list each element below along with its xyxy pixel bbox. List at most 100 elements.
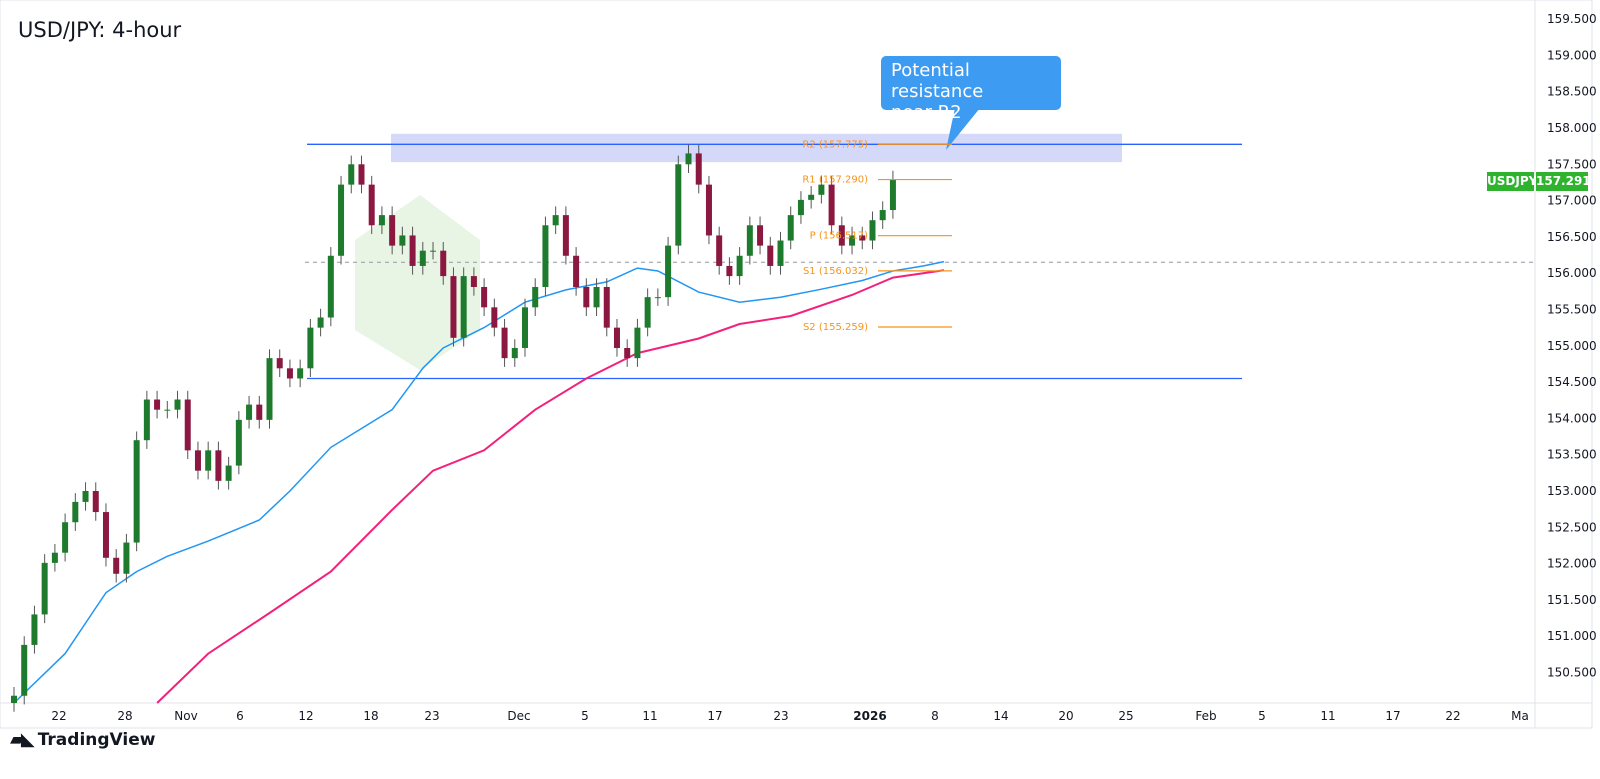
candle-body — [368, 184, 375, 226]
candle-body — [542, 225, 549, 287]
candle-body — [419, 250, 426, 266]
candle-body — [276, 358, 283, 369]
y-tick-label: 152.500 — [1547, 520, 1597, 534]
y-tick-label: 157.500 — [1547, 157, 1597, 171]
candle-body — [133, 440, 140, 543]
x-tick-label: 22 — [1445, 709, 1460, 723]
candle-body — [593, 286, 600, 308]
candle-body — [246, 404, 253, 420]
candle-body — [869, 220, 876, 241]
candle-body — [562, 215, 569, 256]
x-tick-label: 20 — [1058, 709, 1073, 723]
x-tick-label: Nov — [174, 709, 197, 723]
y-tick-label: 155.000 — [1547, 339, 1597, 353]
chart-frame — [0, 0, 1593, 729]
candle-body — [450, 276, 457, 338]
candle-body — [522, 307, 528, 348]
candle-body — [665, 245, 672, 298]
candle-body — [552, 215, 559, 226]
y-tick-label: 159.000 — [1547, 48, 1597, 62]
candle-body — [143, 399, 150, 441]
x-tick-label: 23 — [773, 709, 788, 723]
pivot-label: R1 (157.290) — [802, 175, 868, 186]
candle-body — [634, 327, 641, 359]
resistance-callout: Potential resistance near R2 — [881, 56, 1061, 123]
candle-body — [491, 307, 498, 328]
y-tick-label: 154.500 — [1547, 375, 1597, 389]
y-tick-label: 159.500 — [1547, 12, 1597, 26]
y-tick-label: 156.500 — [1547, 230, 1597, 244]
candle-body — [460, 276, 467, 338]
candle-body — [256, 404, 263, 420]
x-tick-label: 28 — [117, 709, 132, 723]
candle-body — [41, 562, 48, 615]
y-tick-label: 150.500 — [1547, 666, 1597, 680]
candle-body — [317, 317, 324, 328]
candle-body — [82, 491, 89, 502]
x-tick-label: 11 — [1320, 709, 1335, 723]
callout-line-2: near R2 — [891, 102, 962, 123]
x-tick-label: 12 — [298, 709, 313, 723]
candle-body — [348, 164, 355, 185]
candle-body — [358, 164, 365, 185]
candle-body — [123, 542, 130, 574]
tradingview-logo-text: TradingView — [37, 729, 156, 750]
y-tick-label: 154.000 — [1547, 411, 1597, 425]
candle-body — [583, 286, 590, 308]
symbol-tag: USDJPY — [1487, 172, 1537, 191]
candle-body — [757, 225, 764, 246]
y-tick-label: 158.500 — [1547, 85, 1597, 99]
moving-average-slow — [156, 269, 945, 704]
candle-body — [889, 179, 896, 211]
candle-body — [777, 240, 784, 266]
candle-body — [828, 184, 835, 226]
candle-body — [409, 235, 416, 266]
pivot-label: S1 (156.032) — [803, 266, 868, 277]
y-tick-label: 151.500 — [1547, 593, 1597, 607]
y-tick-label: 156.000 — [1547, 266, 1597, 280]
candle-body — [787, 215, 794, 241]
candle-body — [235, 419, 242, 466]
x-tick-label: Dec — [507, 709, 530, 723]
x-tick-label: 23 — [424, 709, 439, 723]
candle-body — [164, 409, 171, 411]
candle-body — [613, 327, 620, 348]
candle-body — [92, 491, 99, 513]
candle-body — [440, 250, 447, 277]
candle-body — [225, 465, 232, 481]
x-tick-label: Feb — [1195, 709, 1216, 723]
x-tick-label: 18 — [363, 709, 378, 723]
candle-body — [399, 235, 406, 246]
candle-body — [62, 522, 69, 553]
candle-body — [51, 552, 58, 563]
x-tick-label: 5 — [581, 709, 589, 723]
callout-line-1: Potential resistance — [891, 60, 984, 102]
moving-average-fast — [13, 260, 945, 704]
candle-body — [654, 297, 661, 299]
x-tick-label: 22 — [51, 709, 66, 723]
candle-body — [31, 614, 38, 645]
candle-body — [154, 399, 161, 410]
candle-body — [859, 235, 866, 241]
pivot-label: P (156.517) — [810, 231, 868, 242]
candle-body — [215, 450, 222, 481]
candle-body — [470, 276, 477, 287]
candle-body — [113, 557, 120, 574]
candle-body — [746, 225, 753, 256]
x-tick-label: 14 — [993, 709, 1008, 723]
candle-body — [695, 153, 702, 185]
x-tick-label: 17 — [1385, 709, 1400, 723]
candle-body — [184, 399, 191, 451]
candle-body — [767, 245, 774, 266]
candle-body — [194, 450, 201, 471]
tradingview-logo[interactable]: ▰◣ TradingView — [10, 729, 155, 750]
x-tick-label: 6 — [236, 709, 244, 723]
y-tick-label: 158.000 — [1547, 121, 1597, 135]
candle-body — [286, 368, 293, 379]
x-tick-label: 17 — [707, 709, 722, 723]
x-tick-label: 11 — [642, 709, 657, 723]
y-tick-label: 153.000 — [1547, 484, 1597, 498]
candle-body — [430, 250, 437, 252]
candle-body — [307, 327, 314, 369]
